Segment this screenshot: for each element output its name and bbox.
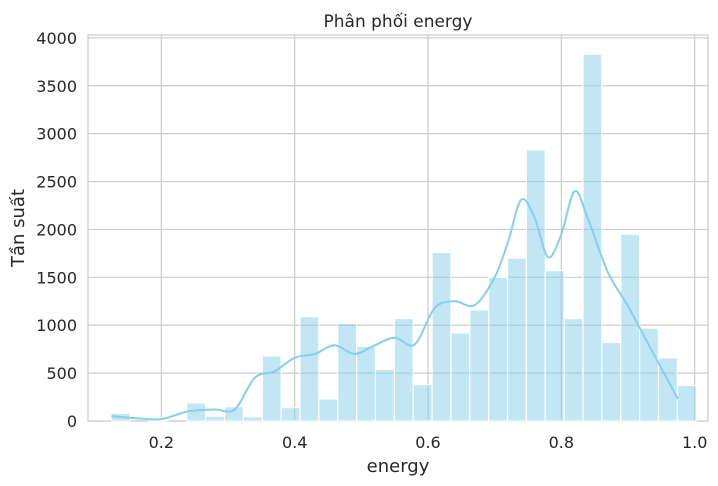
histogram-bar <box>450 332 471 422</box>
x-tick-label: 0.4 <box>282 433 307 452</box>
histogram-bar <box>205 415 226 422</box>
histogram-bar <box>506 257 527 422</box>
y-tick-label: 4000 <box>36 29 77 48</box>
histogram-bar <box>374 368 395 422</box>
histogram-bar <box>393 317 414 422</box>
y-tick-label: 1000 <box>36 316 77 335</box>
histogram-bar <box>337 322 358 422</box>
histogram-bar <box>525 149 546 422</box>
histogram-bar <box>261 355 282 422</box>
y-tick-labels: 0 500 1000 1500 2000 2500 3000 3500 4000 <box>36 29 77 431</box>
histogram-bar <box>563 317 584 422</box>
histogram-bar <box>299 315 320 422</box>
histogram-bar <box>469 309 490 422</box>
x-tick-label: 1.0 <box>682 433 707 452</box>
x-tick-label: 0.8 <box>549 433 574 452</box>
chart-title: Phân phối energy <box>324 11 473 32</box>
histogram-bar <box>676 384 697 422</box>
x-tick-label: 0.2 <box>149 433 174 452</box>
histogram-bar <box>620 233 641 422</box>
histogram-bar <box>431 251 452 422</box>
y-tick-label: 1500 <box>36 268 77 287</box>
histogram-bar <box>582 53 603 422</box>
histogram-bar <box>488 276 509 422</box>
histogram-bar <box>638 327 660 422</box>
y-tick-label: 500 <box>46 364 77 383</box>
y-axis-title: Tần suất <box>8 189 29 268</box>
y-tick-label: 2500 <box>36 173 77 192</box>
x-axis-title: energy <box>367 456 430 477</box>
histogram-bar <box>544 270 565 422</box>
y-tick-label: 0 <box>67 412 77 431</box>
histogram-bar <box>412 384 433 422</box>
x-tick-labels: 0.2 0.4 0.6 0.8 1.0 <box>149 433 708 452</box>
y-tick-label: 2000 <box>36 220 77 239</box>
y-tick-label: 3000 <box>36 125 77 144</box>
histogram-bar <box>223 406 245 422</box>
histogram-bar <box>601 341 622 422</box>
kde-line <box>111 190 679 421</box>
histogram-bar <box>356 345 377 422</box>
x-tick-label: 0.6 <box>415 433 440 452</box>
histogram-bar <box>242 416 263 422</box>
histogram-bar <box>280 406 301 422</box>
histogram-bars <box>110 53 697 422</box>
y-tick-label: 3500 <box>36 77 77 96</box>
histogram-bar <box>318 398 339 422</box>
